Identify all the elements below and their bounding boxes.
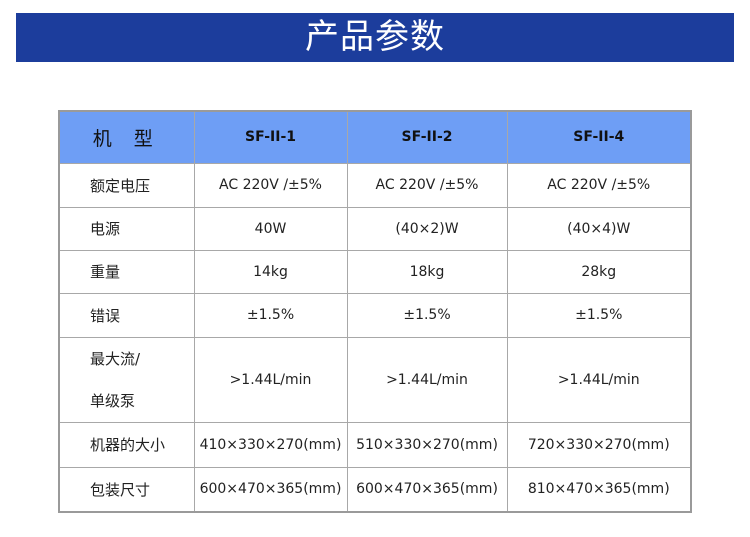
table-cell: (40×2)W bbox=[346, 206, 508, 251]
row-label: 错误 bbox=[58, 292, 195, 338]
table-row: 重量 14kg 18kg 28kg bbox=[58, 249, 692, 294]
header-cell: SF-II-2 bbox=[346, 110, 508, 164]
table-header-row: 机 型 SF-II-1 SF-II-2 SF-II-4 bbox=[58, 110, 692, 164]
table-cell: 510×330×270(mm) bbox=[346, 421, 508, 468]
table-cell: 18kg bbox=[346, 249, 508, 294]
row-label: 电源 bbox=[58, 206, 195, 251]
row-label: 最大流/ 单级泵 bbox=[58, 336, 195, 423]
table-row: 额定电压 AC 220V /±5% AC 220V /±5% AC 220V /… bbox=[58, 162, 692, 208]
table-row: 错误 ±1.5% ±1.5% ±1.5% bbox=[58, 292, 692, 338]
table-row: 电源 40W (40×2)W (40×4)W bbox=[58, 206, 692, 251]
row-label-line: 单级泵 bbox=[90, 391, 136, 410]
table-cell: AC 220V /±5% bbox=[506, 162, 692, 208]
row-label: 重量 bbox=[58, 249, 195, 294]
table-cell: ±1.5% bbox=[346, 292, 508, 338]
table-cell: 720×330×270(mm) bbox=[506, 421, 692, 468]
header-cell: SF-II-1 bbox=[193, 110, 348, 164]
table-cell: 14kg bbox=[193, 249, 348, 294]
table-cell: ±1.5% bbox=[193, 292, 348, 338]
table-cell: 600×470×365(mm) bbox=[193, 466, 348, 513]
header-model: 机 型 bbox=[58, 110, 195, 164]
table-cell: 600×470×365(mm) bbox=[346, 466, 508, 513]
table-cell: 40W bbox=[193, 206, 348, 251]
spec-table: 机 型 SF-II-1 SF-II-2 SF-II-4 额定电压 AC 220V… bbox=[58, 110, 692, 513]
table-cell: >1.44L/min bbox=[506, 336, 692, 423]
title-banner: 产品参数 bbox=[16, 13, 734, 62]
table-cell: >1.44L/min bbox=[193, 336, 348, 423]
table-cell: >1.44L/min bbox=[346, 336, 508, 423]
table-cell: 28kg bbox=[506, 249, 692, 294]
row-label: 额定电压 bbox=[58, 162, 195, 208]
row-label: 机器的大小 bbox=[58, 421, 195, 468]
header-cell: SF-II-4 bbox=[506, 110, 692, 164]
table-cell: ±1.5% bbox=[506, 292, 692, 338]
table-cell: (40×4)W bbox=[506, 206, 692, 251]
table-row: 包装尺寸 600×470×365(mm) 600×470×365(mm) 810… bbox=[58, 466, 692, 513]
row-label-line: 最大流/ bbox=[90, 349, 141, 368]
table-cell: 810×470×365(mm) bbox=[506, 466, 692, 513]
table-cell: 410×330×270(mm) bbox=[193, 421, 348, 468]
table-cell: AC 220V /±5% bbox=[193, 162, 348, 208]
row-label: 包装尺寸 bbox=[58, 466, 195, 513]
table-cell: AC 220V /±5% bbox=[346, 162, 508, 208]
table-row: 机器的大小 410×330×270(mm) 510×330×270(mm) 72… bbox=[58, 421, 692, 468]
table-row: 最大流/ 单级泵 >1.44L/min >1.44L/min >1.44L/mi… bbox=[58, 336, 692, 423]
